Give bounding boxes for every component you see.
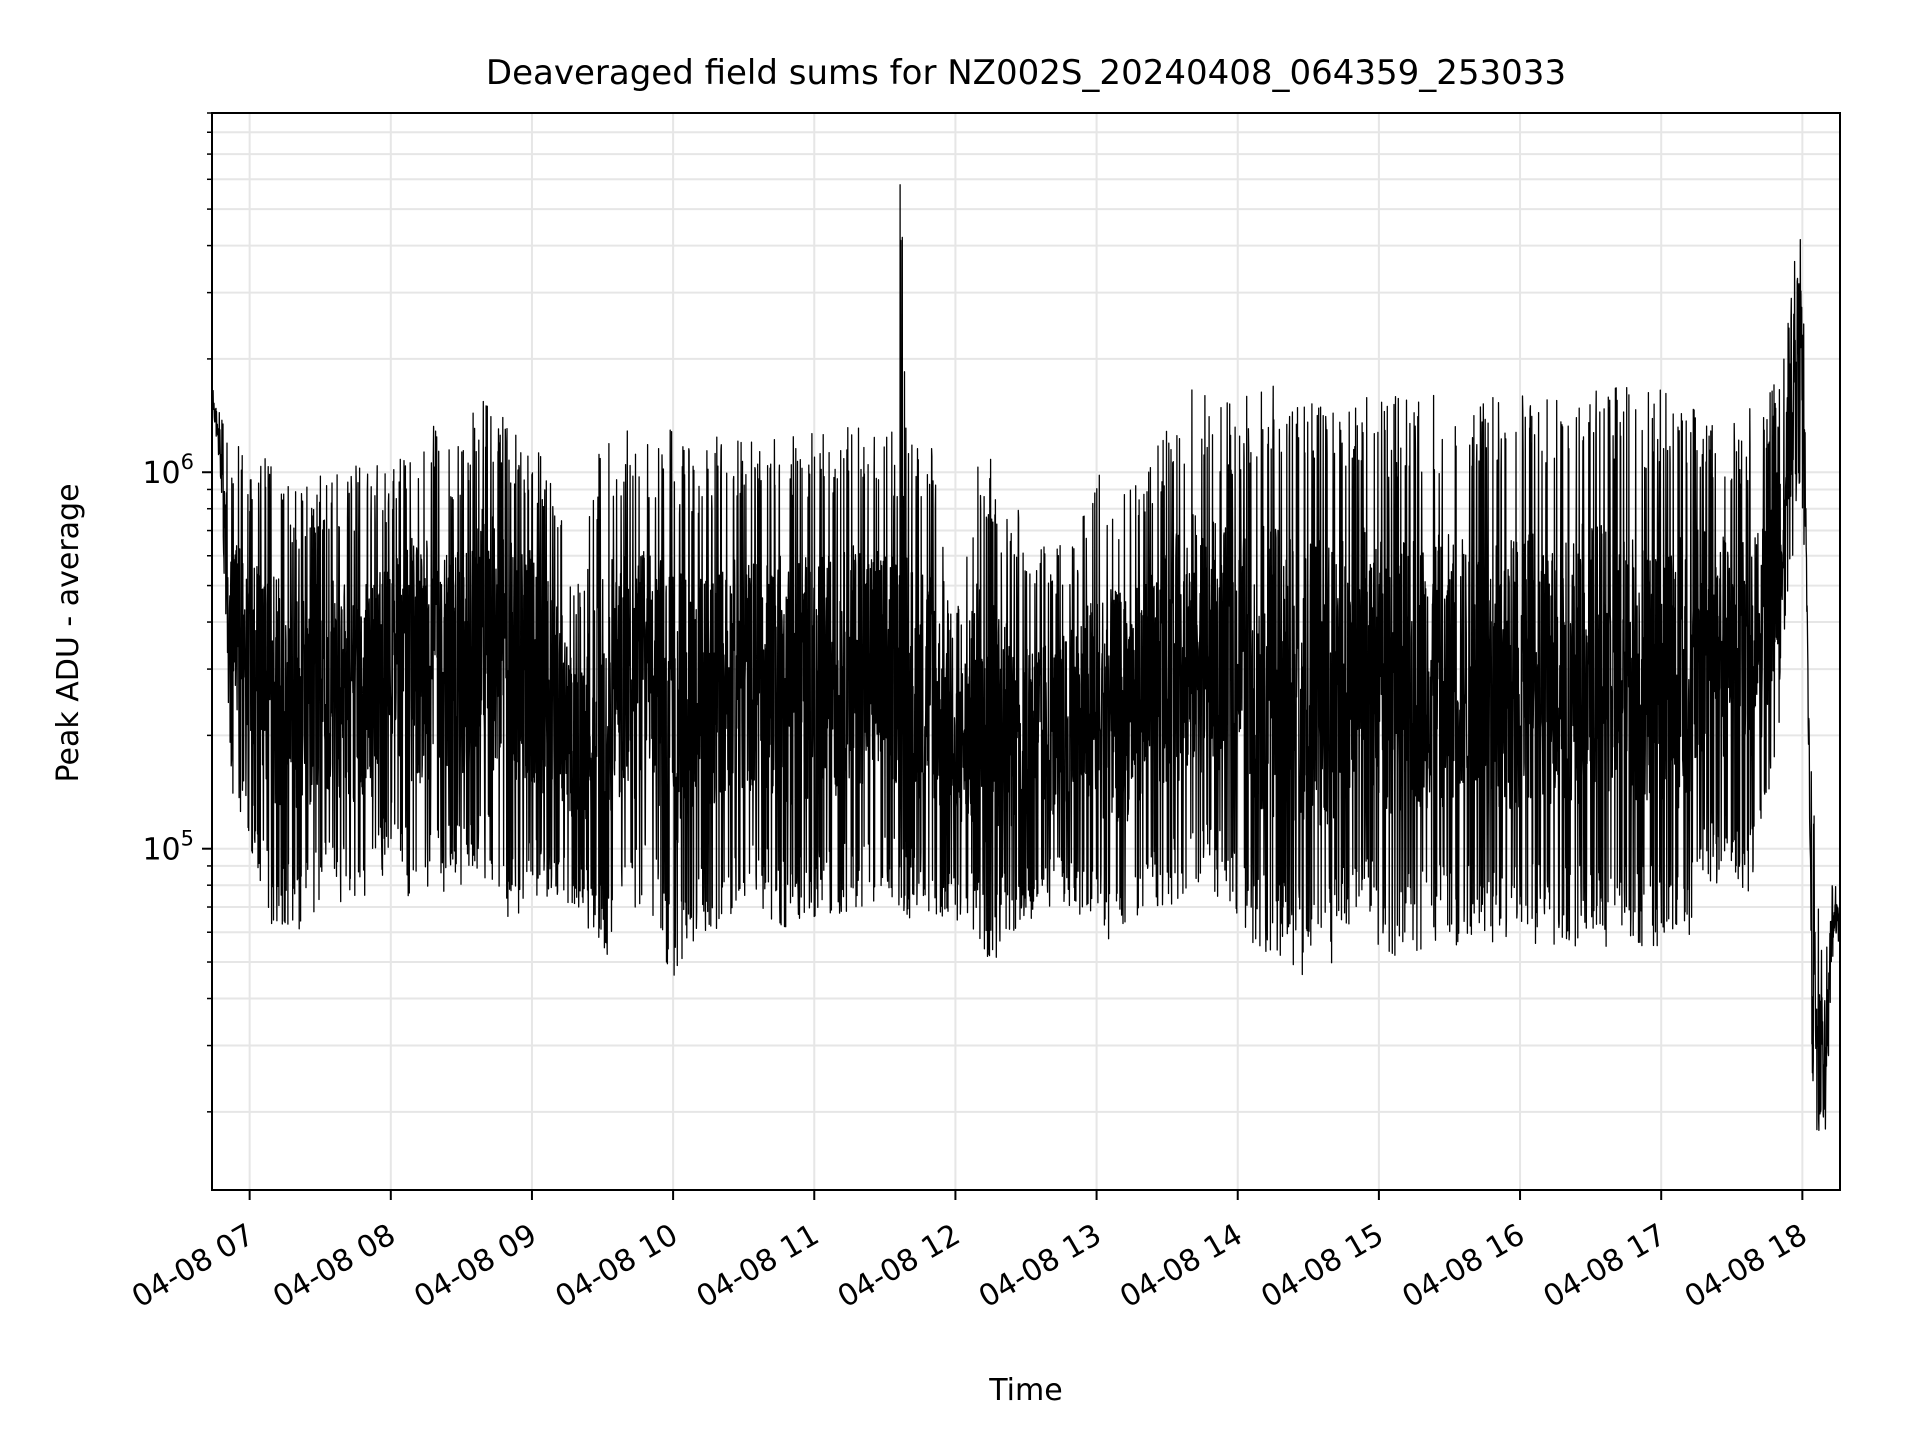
y-tick-label: 105 (142, 827, 194, 868)
y-axis-label: Peak ADU - average (51, 483, 86, 782)
series-line (211, 184, 1841, 1131)
chart-title: Deaveraged field sums for NZ002S_2024040… (486, 53, 1566, 93)
y-axis: 105 106 (142, 112, 212, 1113)
series-layer (211, 184, 1841, 1131)
y-tick-label: 106 (142, 450, 194, 491)
x-axis-label: Time (988, 1373, 1062, 1408)
plot-frame (211, 112, 1841, 1191)
